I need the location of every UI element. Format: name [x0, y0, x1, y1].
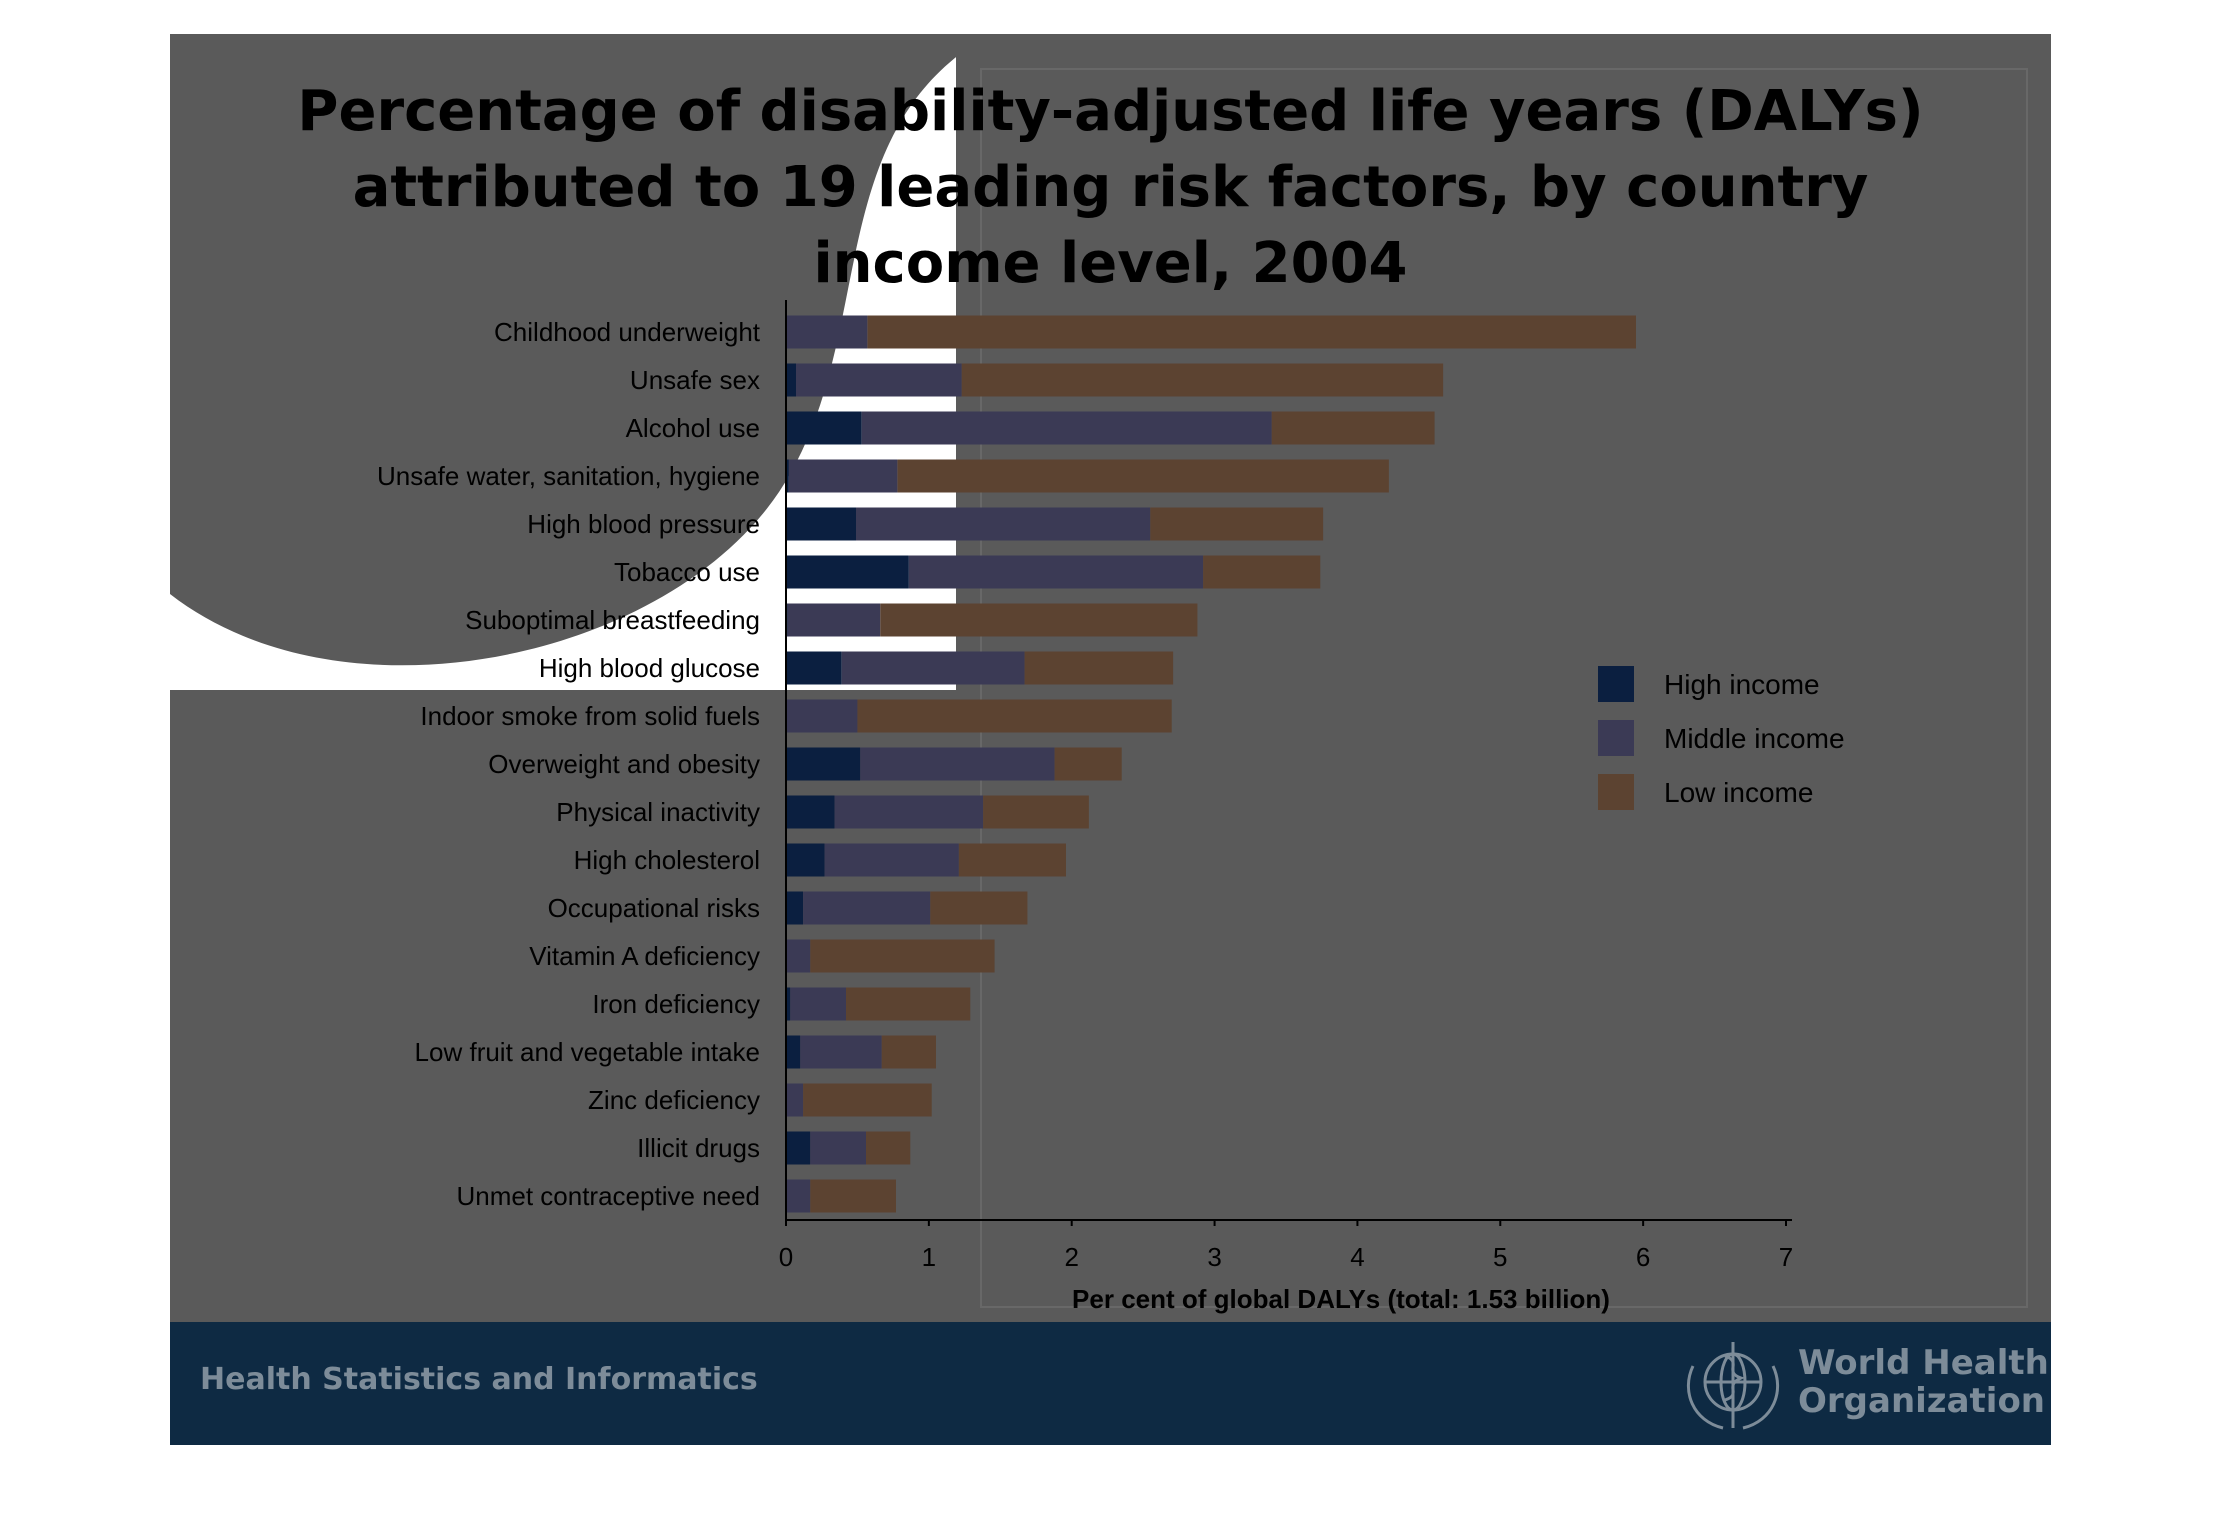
bar-segment	[786, 891, 804, 925]
category-label: Occupational risks	[548, 893, 760, 923]
category-label: Overweight and obesity	[488, 749, 760, 779]
category-label: Low fruit and vegetable intake	[415, 1037, 760, 1067]
who-name-line: World Health	[1798, 1343, 2049, 1383]
bar-segment	[1024, 651, 1174, 685]
category-label: Indoor smoke from solid fuels	[420, 701, 760, 731]
footer-bar: Health Statistics and Informatics World …	[170, 1322, 2051, 1445]
category-label: Unmet contraceptive need	[456, 1181, 760, 1211]
bar-segment	[786, 987, 791, 1021]
bar-segment	[786, 315, 868, 349]
category-label: Zinc deficiency	[588, 1085, 760, 1115]
x-tick-label: 7	[1779, 1242, 1793, 1272]
bar-segment	[786, 747, 861, 781]
bar-segment	[786, 363, 796, 397]
bar-chart: Childhood underweight Unsafe sex Alcohol u…	[377, 300, 1845, 1314]
chart-title-line: Percentage of disability-adjusted life y…	[297, 79, 1924, 144]
x-tick-label: 4	[1350, 1242, 1364, 1272]
x-tick-label: 1	[922, 1242, 936, 1272]
chart-title: Percentage of disability-adjusted life y…	[170, 74, 2051, 302]
category-label: Unsafe water, sanitation, hygiene	[377, 461, 760, 491]
x-axis-title: Per cent of global DALYs (total: 1.53 bi…	[1072, 1284, 1610, 1314]
bar-segment	[803, 1083, 932, 1117]
bar-segment	[983, 795, 1089, 829]
who-emblem-icon	[1687, 1342, 1779, 1430]
bar-segment	[810, 1179, 896, 1213]
legend-label: Middle income	[1664, 723, 1845, 754]
bar-segment	[866, 1131, 911, 1165]
bar-segment	[908, 555, 1204, 589]
category-label: High blood glucose	[539, 653, 760, 683]
bar-segment	[1203, 555, 1321, 589]
bar-segment	[880, 603, 1198, 637]
bar-segment	[796, 363, 962, 397]
category-label: Vitamin A deficiency	[529, 941, 760, 971]
bar-segment	[856, 507, 1151, 541]
category-label: Tobacco use	[614, 557, 760, 587]
category-label: High cholesterol	[574, 845, 760, 875]
x-tick-label: 5	[1493, 1242, 1507, 1272]
bar-segment	[881, 1035, 936, 1069]
bar-segment	[810, 1131, 866, 1165]
legend-swatch	[1598, 666, 1634, 702]
slide-frame	[980, 68, 2028, 1308]
bar-segment	[786, 1131, 811, 1165]
bar-segment	[958, 843, 1066, 877]
bar-segment	[846, 987, 971, 1021]
bar-segment	[803, 891, 931, 925]
chart-title-line: attributed to 19 leading risk factors, b…	[352, 155, 1869, 220]
category-label: Physical inactivity	[556, 797, 760, 827]
category-label: Unsafe sex	[630, 365, 760, 395]
bar-segment	[786, 699, 858, 733]
legend-swatch	[1598, 720, 1634, 756]
category-label: Alcohol use	[626, 413, 760, 443]
bar-segment	[786, 1083, 804, 1117]
bar-segment	[841, 651, 1025, 685]
who-logo-text: World Health Organization	[1798, 1344, 2049, 1420]
bar-segment	[867, 315, 1636, 349]
bar-segment	[786, 555, 909, 589]
legend-label: High income	[1664, 669, 1820, 700]
slide: Percentage of disability-adjusted life y…	[170, 34, 2051, 1445]
bar-segment	[786, 459, 789, 493]
x-tick-label: 3	[1207, 1242, 1221, 1272]
bar-segment	[860, 747, 1055, 781]
who-name-line: Organization	[1798, 1381, 2046, 1421]
bar-segment	[800, 1035, 882, 1069]
bar-segment	[897, 459, 1389, 493]
bar-segment	[786, 1179, 811, 1213]
bar-segment	[786, 843, 825, 877]
footer-department-label: Health Statistics and Informatics	[200, 1362, 758, 1397]
category-label: Suboptimal breastfeeding	[465, 605, 760, 635]
bar-segment	[930, 891, 1028, 925]
bar-segment	[786, 507, 856, 541]
category-label: Childhood underweight	[494, 317, 761, 347]
bar-segment	[1271, 411, 1435, 445]
bar-segment	[786, 651, 842, 685]
category-label: Iron deficiency	[592, 989, 760, 1019]
bar-segment	[786, 1035, 801, 1069]
bar-segment	[786, 795, 835, 829]
category-label: Illicit drugs	[637, 1133, 760, 1163]
bar-segment	[790, 987, 846, 1021]
category-label: High blood pressure	[527, 509, 760, 539]
bar-segment	[857, 699, 1172, 733]
x-tick-label: 0	[779, 1242, 793, 1272]
bar-segment	[961, 363, 1444, 397]
legend-swatch	[1598, 774, 1634, 810]
chart-title-line: income level, 2004	[813, 231, 1408, 296]
bar-segment	[861, 411, 1272, 445]
bar-segment	[1150, 507, 1324, 541]
legend-label: Low income	[1664, 777, 1813, 808]
bar-segment	[824, 843, 959, 877]
bar-segment	[787, 603, 881, 637]
x-tick-label: 6	[1636, 1242, 1650, 1272]
bar-segment	[786, 939, 811, 973]
bar-segment	[834, 795, 984, 829]
bar-segment	[810, 939, 995, 973]
bar-segment	[1054, 747, 1122, 781]
x-tick-label: 2	[1064, 1242, 1078, 1272]
bar-segment	[788, 459, 898, 493]
bar-segment	[786, 411, 862, 445]
